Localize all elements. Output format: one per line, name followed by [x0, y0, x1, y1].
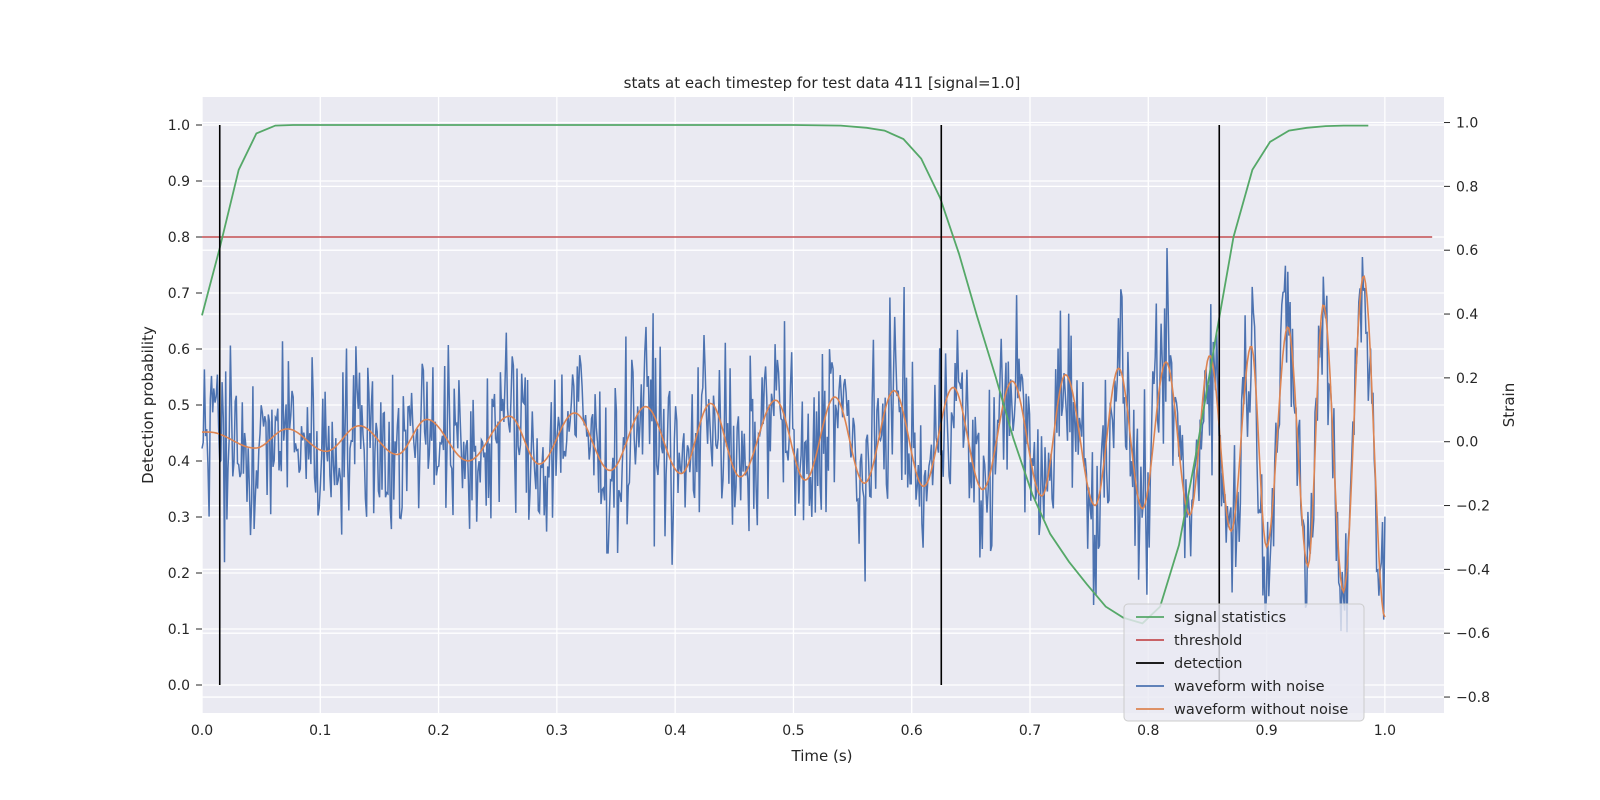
x-tick-label: 0.5 — [782, 723, 804, 739]
legend-label-detection: detection — [1174, 656, 1242, 672]
legend-label-signal-statistics: signal statistics — [1174, 610, 1286, 626]
left-tick-label: 1.0 — [168, 118, 190, 134]
right-tick-label: 0.2 — [1456, 371, 1478, 387]
left-tick-label: 0.2 — [168, 566, 190, 582]
left-tick-label: 0.5 — [168, 398, 190, 414]
x-tick-label: 0.3 — [546, 723, 568, 739]
left-tick-label: 0.0 — [168, 678, 190, 694]
x-tick-label: 0.4 — [664, 723, 686, 739]
left-tick-label: 0.8 — [168, 230, 190, 246]
x-tick-label: 0.0 — [191, 723, 213, 739]
x-tick-label: 0.6 — [901, 723, 923, 739]
x-axis-label: Time (s) — [791, 747, 853, 765]
x-axis: 0.0 0.1 0.2 0.3 0.4 0.5 0.6 0.7 0.8 0.9 1.0 — [191, 723, 1396, 739]
left-tick-label: 0.1 — [168, 622, 190, 638]
legend-box — [1123, 603, 1365, 722]
x-tick-label: 0.8 — [1137, 723, 1159, 739]
right-tick-label: −0.4 — [1456, 562, 1490, 578]
x-tick-label: 0.2 — [427, 723, 449, 739]
left-tick-label: 0.7 — [168, 286, 190, 302]
right-tick-label: 0.6 — [1456, 243, 1478, 259]
right-tick-label: −0.8 — [1456, 690, 1490, 706]
left-tick-label: 0.6 — [168, 342, 190, 358]
series-waveform-without-noise — [202, 275, 1386, 618]
left-y-axis-label: Detection probability — [139, 326, 157, 484]
right-tick-label: −0.2 — [1456, 499, 1490, 515]
series-signal-statistics — [201, 124, 1369, 625]
x-tick-label: 0.7 — [1019, 723, 1041, 739]
right-y-axis: −0.8 −0.6 −0.4 −0.2 0.0 0.2 0.4 0.6 0.8 1.0 — [1444, 116, 1490, 706]
right-tick-label: 0.0 — [1456, 435, 1478, 451]
right-tick-label: 1.0 — [1456, 116, 1478, 132]
left-tick-label: 0.4 — [168, 454, 190, 470]
legend-label-threshold: threshold — [1174, 633, 1242, 649]
left-y-axis: 0.0 0.1 0.2 0.3 0.4 0.5 0.6 0.7 0.8 0.9 1.0 — [168, 118, 202, 694]
series-layer — [201, 124, 1433, 685]
x-tick-label: 0.9 — [1255, 723, 1277, 739]
right-tick-label: −0.6 — [1456, 626, 1490, 642]
legend-label-waveform-without-noise: waveform without noise — [1174, 702, 1348, 718]
right-y-axis-label: Strain — [1500, 383, 1518, 427]
left-tick-label: 0.9 — [168, 174, 190, 190]
legend: signal statistics threshold detection wa… — [1123, 603, 1365, 722]
legend-label-waveform-with-noise: waveform with noise — [1174, 679, 1325, 695]
left-tick-label: 0.3 — [168, 510, 190, 526]
series-waveform-with-noise — [201, 247, 1386, 633]
right-tick-label: 0.4 — [1456, 307, 1478, 323]
chart-title: stats at each timestep for test data 411… — [624, 74, 1021, 92]
x-tick-label: 1.0 — [1374, 723, 1396, 739]
right-tick-label: 0.8 — [1456, 179, 1478, 195]
x-tick-label: 0.1 — [309, 723, 331, 739]
